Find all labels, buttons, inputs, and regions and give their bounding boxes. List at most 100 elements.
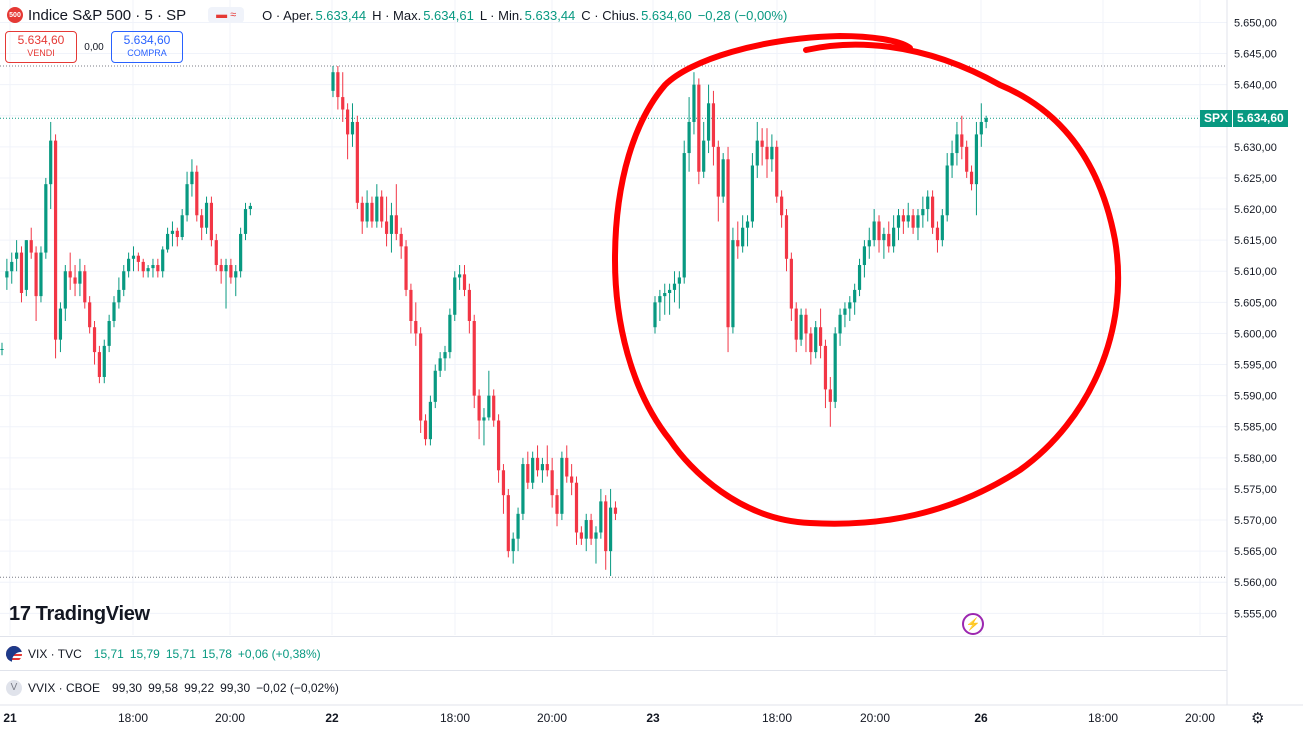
lightning-icon[interactable]: ⚡ [962,613,984,635]
candle-body [692,84,696,122]
candle-body [663,293,667,297]
last-price-symbol: SPX [1200,110,1234,128]
candle-body [92,327,97,353]
candle-body [901,215,905,222]
candle-body [658,296,662,303]
candle-body [818,327,823,346]
time-tick-label: 20:00 [860,711,890,725]
candle-body [399,233,403,247]
indicator-row-vvix[interactable]: V VVIX · CBOE 99,30 99,58 99,22 99,30 −0… [0,670,1227,704]
ohlc-change: −0,28 (−0,00%) [697,7,788,23]
candle-body [833,333,837,402]
candle-body [711,103,716,147]
candle-body [68,271,72,278]
candle-body [97,352,101,377]
candle-body [945,165,949,216]
candle-body [229,265,233,278]
candle-body [248,205,252,210]
candle-body [243,209,248,234]
candle-body [122,271,126,290]
settings-gear-icon[interactable]: ⚙ [1251,710,1265,727]
candle-body [823,345,828,390]
candle-body [453,277,457,315]
candle-body [668,289,672,294]
candle-body [467,289,471,321]
candle-body [892,227,896,247]
candle-body [127,258,131,272]
candle-body [39,252,43,297]
candle-body [83,271,87,303]
candle-body [482,417,486,421]
candle-body [5,271,9,278]
sell-button[interactable]: 5.634,60 VENDI [5,31,77,63]
vvix-icon: V [6,679,22,696]
candle-body [535,457,540,471]
candle-body [516,513,520,539]
candle-body [589,520,593,539]
symbol-title[interactable]: Indice S&P 500 · 5 · SP [28,6,187,24]
candle-body [775,146,779,197]
us-flag-icon [6,645,22,662]
candle-body [848,302,852,309]
candle-body [492,395,496,421]
candle-body [579,532,583,539]
candle-body [594,532,598,539]
candle-body [501,470,506,496]
red-circle-annotation [611,32,1122,527]
trade-panel: 5.634,60 VENDI 0,00 5.634,60 COMPRA [5,31,183,63]
candle-body [350,121,355,135]
candle-body [521,464,525,514]
candle-body [906,215,910,222]
indicator-value: 99,30 [220,680,251,695]
last-price-value: 5.634,60 [1233,110,1288,128]
candle-body [950,153,954,166]
time-tick-label: 22 [325,711,339,725]
candle-body [857,265,862,290]
candle-body [896,215,901,228]
ohlc-open-value: 5.633,44 [315,7,367,23]
candle-body [10,261,14,272]
indicator-change: −0,02 (−0,02%) [256,680,339,695]
candle-body [404,246,408,290]
candle-body [472,321,476,396]
indicator-value: 15,79 [129,646,160,661]
candle-body [414,321,418,334]
indicator-row-vix[interactable]: VIX · TVC 15,71 15,79 15,71 15,78 +0,06 … [0,636,1227,670]
candle-body [965,146,969,172]
candle-body [979,121,983,135]
candle-body [862,246,867,266]
candle-body [560,457,564,514]
candle-body [809,333,813,353]
candle-body [341,97,345,110]
candle-body [697,84,701,172]
candle-body [599,501,603,533]
price-tick-label: 5.610,00 [1234,266,1277,278]
candle-body [102,345,106,377]
buy-button[interactable]: 5.634,60 COMPRA [111,31,183,63]
candle-body [935,227,940,241]
candle-body [131,255,136,259]
candle-body [838,314,842,334]
candle-body [867,240,871,247]
price-tick-label: 5.630,00 [1234,142,1277,154]
candle-body [960,134,964,147]
price-tick-label: 5.600,00 [1234,328,1277,340]
candle-body [234,271,238,278]
candle-body [433,370,437,402]
time-tick-label: 26 [974,711,988,725]
visibility-toggle-icon[interactable]: ▬ ≈ [208,7,245,23]
candle-body [702,140,706,172]
candle-body [531,457,535,483]
candle-body [921,209,925,216]
candle-body [107,321,111,346]
candle-body [550,470,554,496]
candle-body [487,395,491,418]
candle-body [49,140,53,185]
tradingview-logo[interactable]: 17 TradingView [9,603,150,626]
time-tick-label: 18:00 [118,711,148,725]
candle-body [804,314,808,334]
ohlc-high-value: 5.634,61 [423,7,474,23]
time-tick-label: 20:00 [537,711,567,725]
candle-body [370,202,374,222]
